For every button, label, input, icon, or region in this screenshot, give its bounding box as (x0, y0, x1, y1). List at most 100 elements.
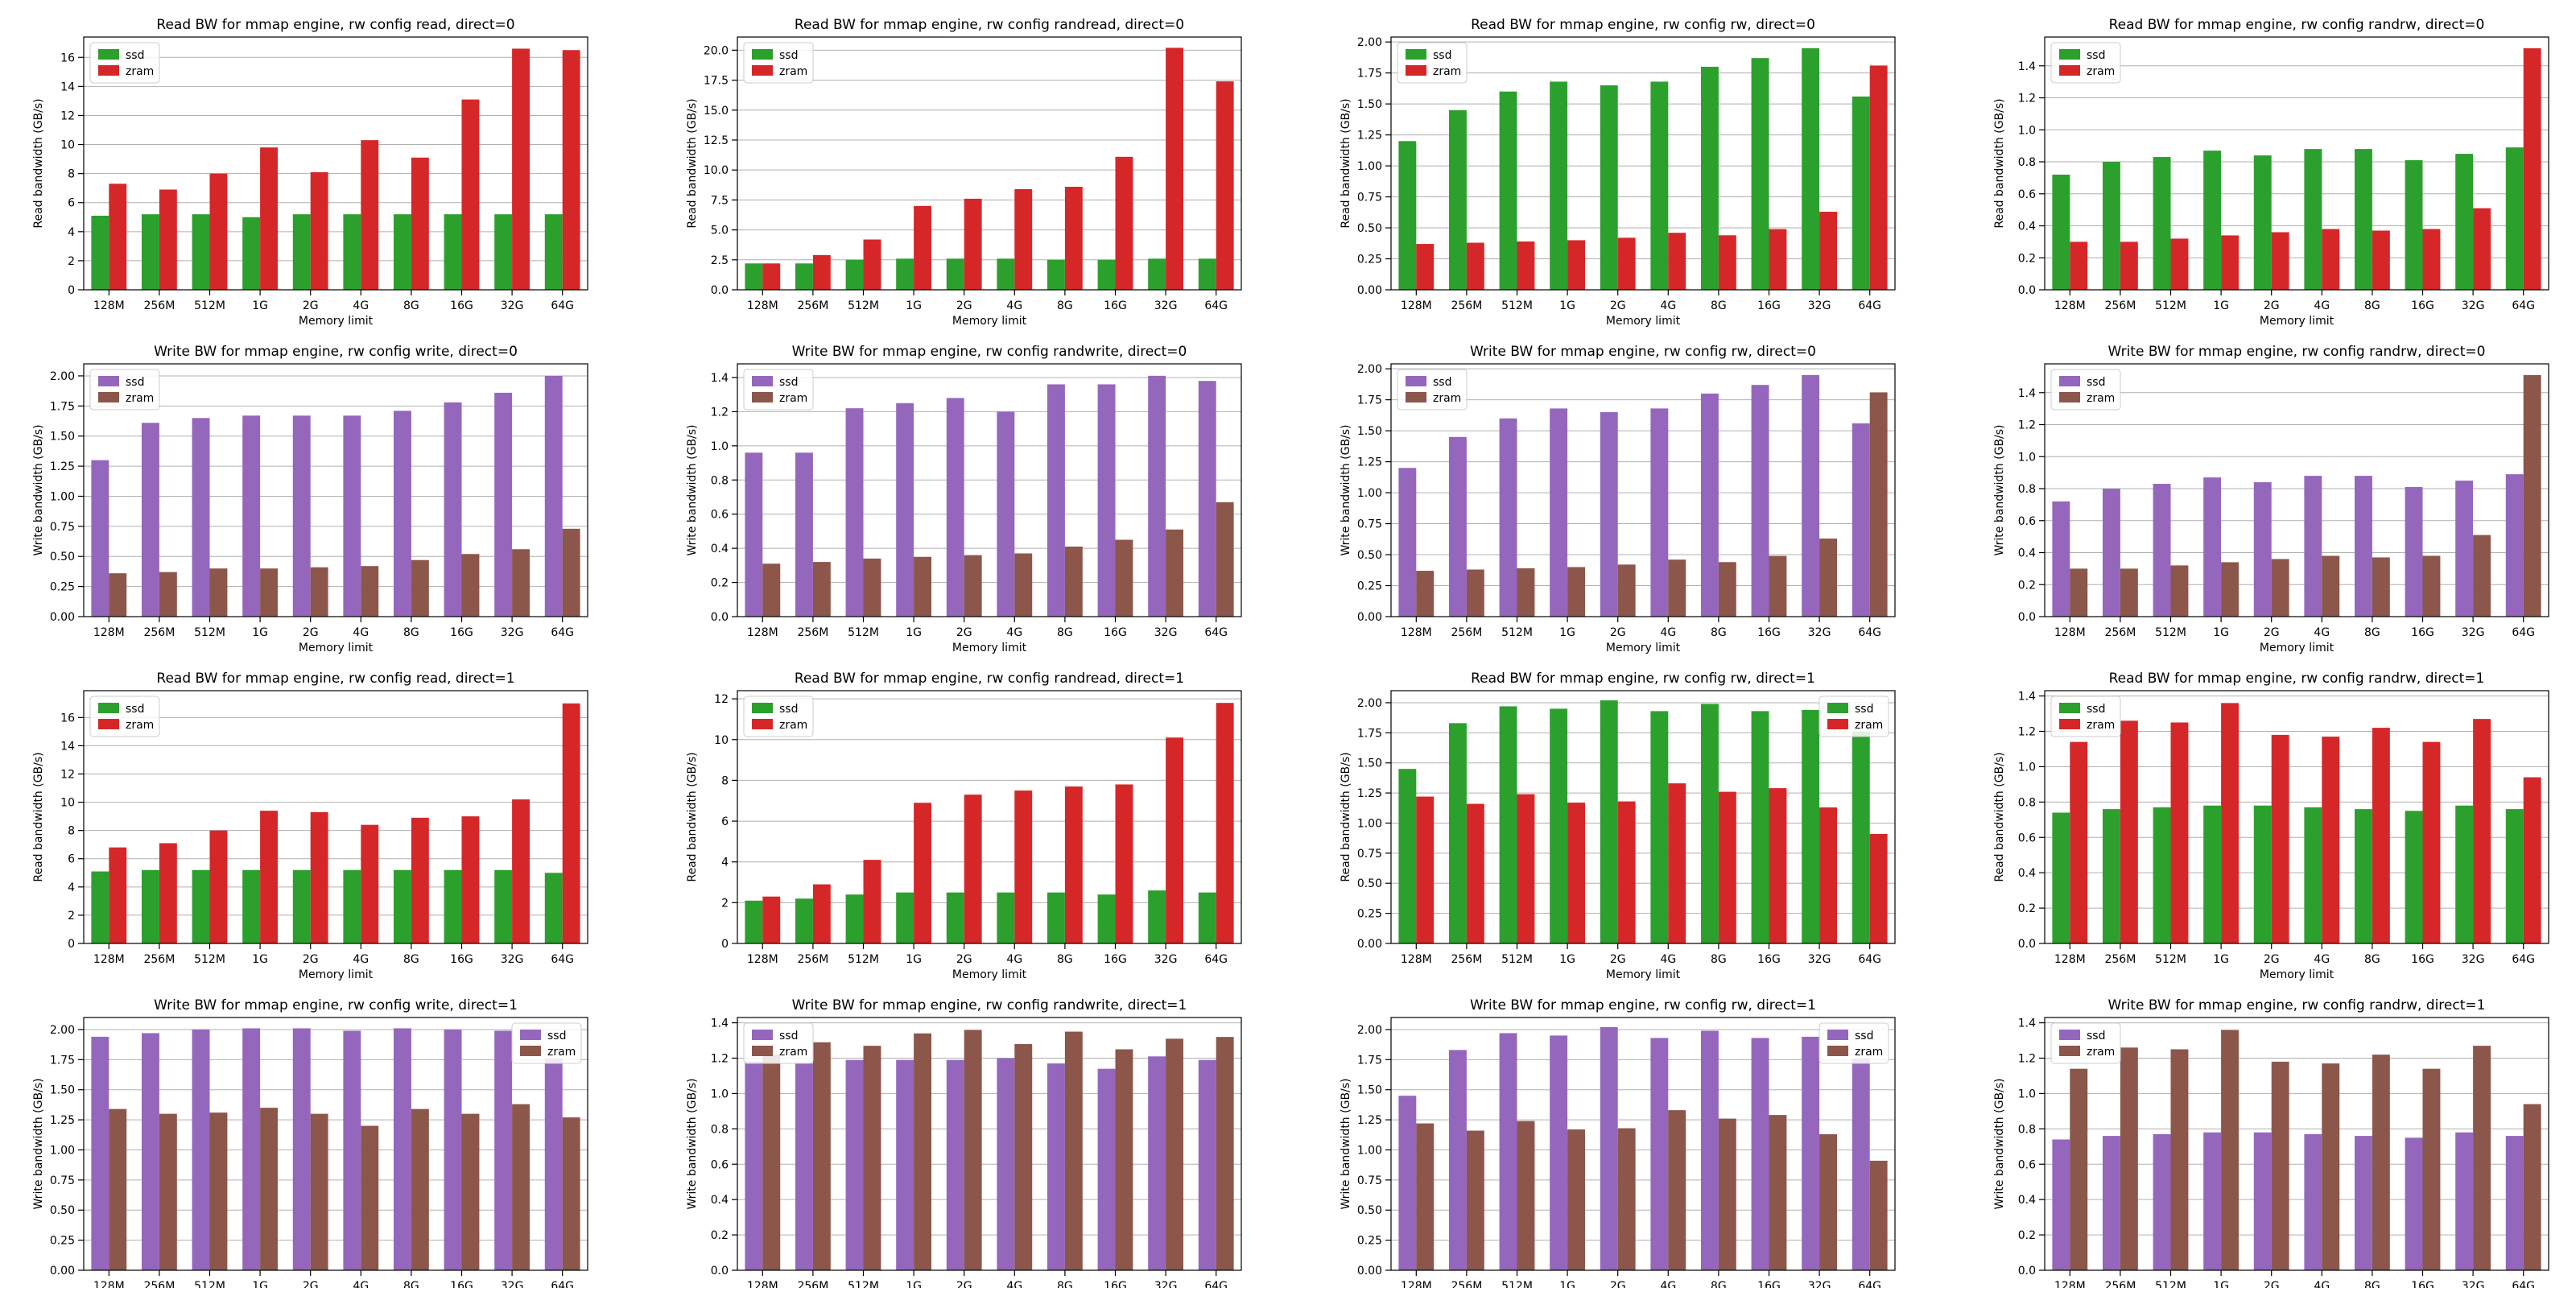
ssd-bar (1700, 393, 1719, 617)
ssd-bar (2304, 807, 2322, 943)
zram-bar (2170, 565, 2189, 617)
ssd-bar (2203, 1132, 2222, 1270)
y-tick-label: 0.2 (711, 1229, 729, 1242)
x-tick-label: 16G (450, 299, 473, 312)
ssd-bar (1802, 1036, 1820, 1270)
zram-bar (461, 99, 480, 290)
ssd-bar (292, 1028, 311, 1270)
ssd-bar (192, 1029, 210, 1270)
x-tick-label: 512M (194, 953, 225, 966)
legend-swatch (1406, 65, 1426, 76)
y-tick-label: 1.00 (1357, 1144, 1382, 1157)
ssd-bar (1398, 468, 1417, 617)
zram-bar (2322, 1063, 2340, 1270)
x-tick-label: 512M (194, 626, 225, 639)
chart-10: 0 2 4 6 8 10 12 128M 256M 512M 1G 2G 4G 8G 16G 32G 64G Re… (686, 671, 1242, 981)
y-tick-label: 0.4 (2018, 221, 2036, 233)
x-tick-label: 64G (551, 1280, 574, 1288)
ssd-bar (2052, 812, 2070, 943)
y-tick-label: 0.50 (50, 551, 75, 563)
ssd-bar (2505, 474, 2524, 617)
x-tick-label: 4G (2314, 626, 2330, 639)
zram-bar (2070, 568, 2088, 617)
y-axis-label: Read bandwidth (GB/s) (1340, 752, 1352, 881)
y-tick-label: 12 (60, 768, 75, 781)
legend-label: ssd (2087, 49, 2105, 62)
legend-swatch (1827, 703, 1848, 713)
y-tick-label: 17.5 (704, 75, 729, 88)
zram-bar (1869, 65, 1888, 291)
legend-label: zram (2087, 392, 2115, 405)
chart-title: Read BW for mmap engine, rw config rw, d… (1471, 671, 1815, 687)
zram-bar (1216, 81, 1234, 290)
y-tick-label: 0.6 (2018, 1158, 2036, 1171)
y-axis-label: Write bandwidth (GB/s) (686, 1078, 699, 1209)
ssd-bar (2405, 160, 2423, 290)
legend-swatch (520, 1030, 541, 1040)
zram-bar (1869, 1160, 1888, 1270)
zram-bar (1718, 791, 1736, 943)
x-tick-label: 32G (1808, 626, 1831, 639)
y-axis-label: Write bandwidth (GB/s) (686, 424, 699, 555)
ssd-bar (1802, 47, 1820, 290)
y-tick-label: 1.2 (711, 1053, 729, 1066)
y-tick-label: 1.0 (711, 1088, 729, 1100)
y-tick-label: 0.00 (1357, 284, 1382, 297)
ssd-bar (343, 869, 361, 943)
chart-7: 0.00 0.25 0.50 0.75 1.00 1.25 1.50 1.75 2.00 128M… (1340, 344, 1896, 654)
ssd-bar (242, 217, 261, 290)
zram-bar (1064, 786, 1083, 943)
zram-bar (512, 1104, 530, 1270)
zram-bar (1014, 790, 1033, 943)
x-tick-label: 64G (1858, 953, 1881, 966)
x-tick-label: 2G (2264, 626, 2280, 639)
ssd-bar (2153, 1133, 2171, 1270)
zram-bar (2170, 1049, 2189, 1270)
x-tick-label: 512M (848, 953, 879, 966)
y-tick-label: 1.2 (711, 406, 729, 419)
legend-label: ssd (547, 1030, 566, 1042)
ssd-bar (544, 214, 563, 290)
x-tick-label: 128M (747, 1280, 778, 1288)
zram-bar (1517, 568, 1535, 617)
zram-bar (1718, 235, 1736, 290)
y-tick-label: 1.00 (50, 490, 75, 503)
chart-6: 0.0 0.2 0.4 0.6 0.8 1.0 1.2 1.4 128M 256M 512M 1G 2G… (686, 344, 1242, 654)
zram-bar (159, 572, 177, 617)
y-tick-label: 14 (60, 740, 75, 753)
zram-bar (260, 1108, 279, 1270)
zram-bar (2473, 208, 2491, 290)
x-tick-label: 16G (2411, 953, 2434, 966)
legend-swatch (1827, 719, 1848, 729)
zram-bar (914, 556, 932, 617)
x-tick-label: 512M (1501, 299, 1533, 312)
x-tick-label: 16G (1757, 953, 1781, 966)
zram-bar (1819, 807, 1838, 943)
legend-label: zram (547, 1046, 576, 1059)
y-tick-label: 1.25 (1357, 130, 1382, 142)
y-tick-label: 0.25 (50, 581, 75, 594)
ssd-bar (997, 1058, 1015, 1270)
ssd-bar (1398, 769, 1417, 943)
zram-bar (1416, 1123, 1435, 1270)
x-tick-label: 128M (2054, 1280, 2086, 1288)
y-tick-label: 6 (68, 853, 75, 866)
y-tick-label: 1.4 (2018, 387, 2036, 400)
zram-bar (964, 198, 982, 290)
x-tick-label: 128M (1401, 299, 1432, 312)
x-tick-label: 256M (797, 1280, 828, 1288)
legend-label: ssd (779, 1030, 798, 1042)
y-tick-label: 1.00 (1357, 160, 1382, 173)
ssd-bar (91, 1036, 109, 1270)
x-tick-label: 2G (1610, 626, 1626, 639)
y-tick-label: 2.00 (1357, 36, 1382, 49)
x-tick-label: 256M (143, 626, 175, 639)
x-tick-label: 4G (353, 953, 369, 966)
zram-bar (2120, 241, 2138, 290)
axes-frame (737, 36, 1242, 291)
chart-title: Read BW for mmap engine, rw config read,… (156, 671, 514, 687)
ssd-bar (2253, 805, 2272, 943)
zram-bar (1668, 1110, 1686, 1270)
x-tick-label: 128M (1401, 626, 1432, 639)
